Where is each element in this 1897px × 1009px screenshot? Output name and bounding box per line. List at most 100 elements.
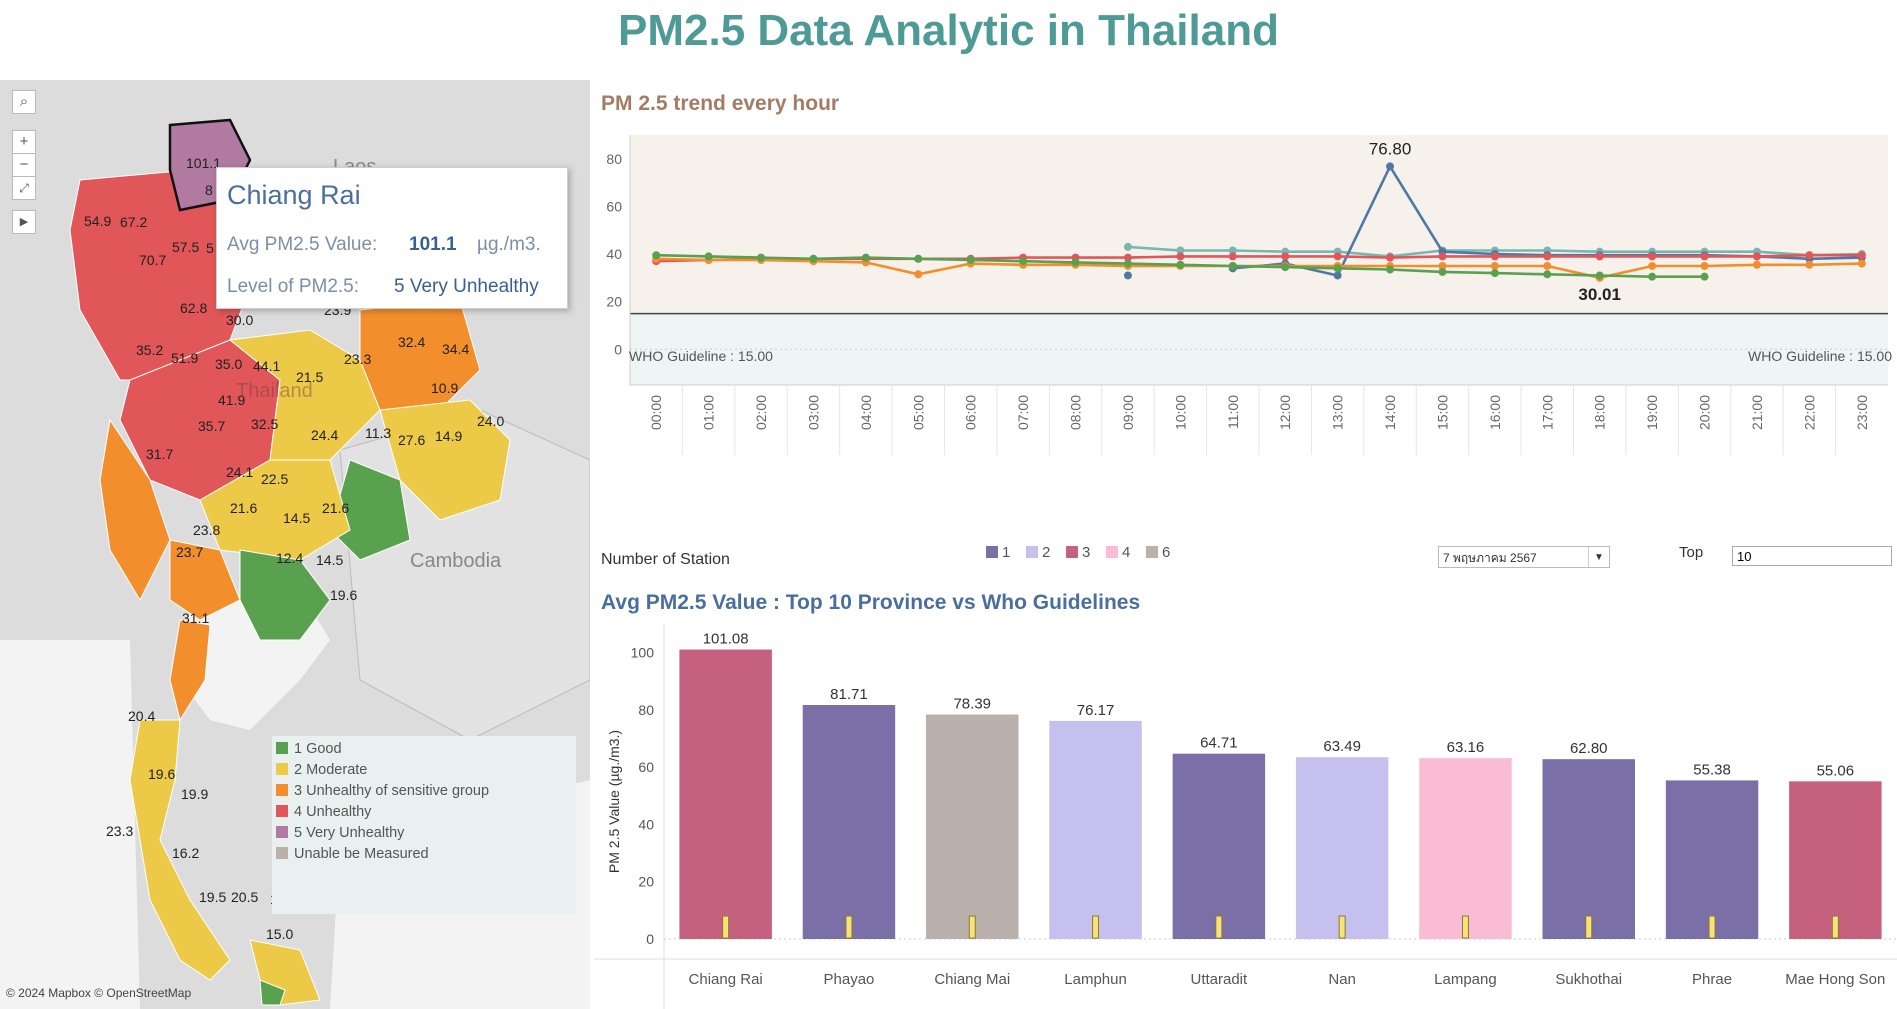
map-search-button[interactable]: ⌕ [12,90,36,114]
series-point-green[interactable] [1228,261,1237,270]
legend-item[interactable]: 3 Unhealthy of sensitive group [276,782,489,800]
series-point-green[interactable] [1700,272,1709,281]
bar-lamphun[interactable] [1049,720,1142,939]
series-point-teal[interactable] [1176,246,1185,255]
series-point-red[interactable] [1543,252,1552,261]
series-point-green[interactable] [1281,263,1290,272]
trend-series[interactable] [652,162,1866,282]
series-point-green[interactable] [652,251,661,260]
chevron-down-icon[interactable]: ▼ [1588,547,1609,567]
bar-lampang[interactable] [1419,758,1512,939]
series-point-green[interactable] [1123,259,1132,268]
series-point-orange[interactable] [1752,260,1761,269]
series-point-red[interactable] [1176,252,1185,261]
bar-mae-hong-son[interactable] [1789,781,1882,939]
series-point-green[interactable] [1438,267,1447,276]
trend-line-chart[interactable]: 0 20 40 60 80 00:00 01:00 02:00 03:00 04:00 05:00… [594,135,1897,535]
x-tick-label: 09:00 [1120,395,1136,430]
x-tick-label: 23:00 [1854,395,1870,430]
series-point-green[interactable] [704,252,713,261]
map-toolbar-expand-button[interactable]: ▶ [12,210,36,234]
series-point-blue[interactable] [1333,271,1342,280]
legend-item[interactable]: Unable be Measured [276,845,429,863]
series-point-red[interactable] [1386,253,1395,262]
series-point-red[interactable] [1595,252,1604,261]
series-point-green[interactable] [861,253,870,262]
series-point-orange[interactable] [1857,259,1866,268]
series-point-orange[interactable] [1490,261,1499,270]
series-point-orange[interactable] [1438,261,1447,270]
series-point-green[interactable] [1019,257,1028,266]
series-point-green[interactable] [1333,264,1342,273]
series-point-green[interactable] [1595,271,1604,280]
zoom-out-button[interactable]: − [12,153,36,177]
series-point-red[interactable] [1228,252,1237,261]
peak-label: 76.80 [1369,139,1412,158]
series-point-green[interactable] [1490,269,1499,278]
x-tick-label: 05:00 [910,395,926,430]
bar-value-label: 62.80 [1570,740,1608,757]
series-point-red[interactable] [1648,252,1657,261]
series-point-orange[interactable] [1700,261,1709,270]
x-tick-label: 20:00 [1697,395,1713,430]
bar-value-label: 81.71 [830,686,868,703]
legend-item[interactable]: 2 Moderate [276,761,367,779]
station-legend-item[interactable]: 4 [1106,544,1130,561]
series-point-red[interactable] [1281,252,1290,261]
series-point-orange[interactable] [1805,260,1814,269]
series-point-red[interactable] [1490,252,1499,261]
series-point-red[interactable] [1752,252,1761,261]
series-point-red[interactable] [1123,253,1132,262]
bar-marks[interactable]: 101.08 81.71 78.39 76.17 64.71 63.49 63.16 62.8… [679,631,1882,939]
series-point-teal[interactable] [1123,242,1132,251]
who-guideline-right: WHO Guideline : 15.00 [1748,348,1892,364]
zoom-in-button[interactable]: + [12,130,36,154]
bar-nan[interactable] [1295,757,1389,939]
series-point-teal[interactable] [1228,246,1237,255]
bar-uttaradit[interactable] [1172,753,1266,939]
station-legend-item[interactable]: 2 [1026,544,1050,561]
series-point-red[interactable] [1438,252,1447,261]
series-point-orange[interactable] [1543,261,1552,270]
top-n-input[interactable]: 10 [1732,546,1892,566]
station-legend-item[interactable]: 1 [986,544,1010,561]
series-point-blue[interactable] [1123,271,1132,280]
series-point-green[interactable] [1071,258,1080,267]
legend-item[interactable]: 4 Unhealthy [276,803,371,821]
series-point-orange[interactable] [914,270,923,279]
series-point-green[interactable] [1386,265,1395,274]
station-swatch [1066,546,1078,558]
series-point-green[interactable] [809,254,818,263]
series-point-orange[interactable] [1648,261,1657,270]
x-tick-label: 07:00 [1015,395,1031,430]
bar-phayao[interactable] [802,705,896,939]
who-guideline-marker [845,915,853,939]
legend-item[interactable]: 5 Very Unhealthy [276,824,404,842]
top10-bar-chart[interactable]: 0 20 40 60 80 100 101.08 81.71 78.39 76.17 64.71 6… [594,624,1897,1009]
x-category-label: Nan [1328,971,1356,988]
series-point-green[interactable] [966,256,975,264]
series-point-green[interactable] [757,253,766,262]
series-point-red[interactable] [1857,251,1866,260]
bar-chiang-mai[interactable] [926,714,1019,939]
pm25-level-legend: 1 Good 2 Moderate 3 Unhealthy of sensiti… [272,736,576,914]
x-tick-label: 10:00 [1172,395,1188,430]
reset-map-button[interactable]: ⤢ [12,176,36,200]
series-point-blue[interactable] [1386,162,1395,171]
series-point-red[interactable] [1333,252,1342,261]
station-legend-item[interactable]: 6 [1146,544,1170,561]
bar-phrae[interactable] [1665,780,1759,939]
series-point-green[interactable] [914,254,923,263]
series-point-green[interactable] [1543,270,1552,279]
series-point-green[interactable] [1648,272,1657,281]
x-tick-label: 01:00 [701,395,717,430]
legend-item[interactable]: 1 Good [276,740,342,758]
date-select[interactable]: 7 พฤษภาคม 2567 ▼ [1438,546,1610,568]
station-legend-item[interactable]: 3 [1066,544,1090,561]
legend-swatch [276,784,288,796]
series-point-red[interactable] [1700,252,1709,261]
series-point-green[interactable] [1176,260,1185,269]
bar-chiang-rai[interactable] [679,649,772,939]
bar-sukhothai[interactable] [1542,759,1635,939]
series-point-red[interactable] [1805,251,1814,260]
